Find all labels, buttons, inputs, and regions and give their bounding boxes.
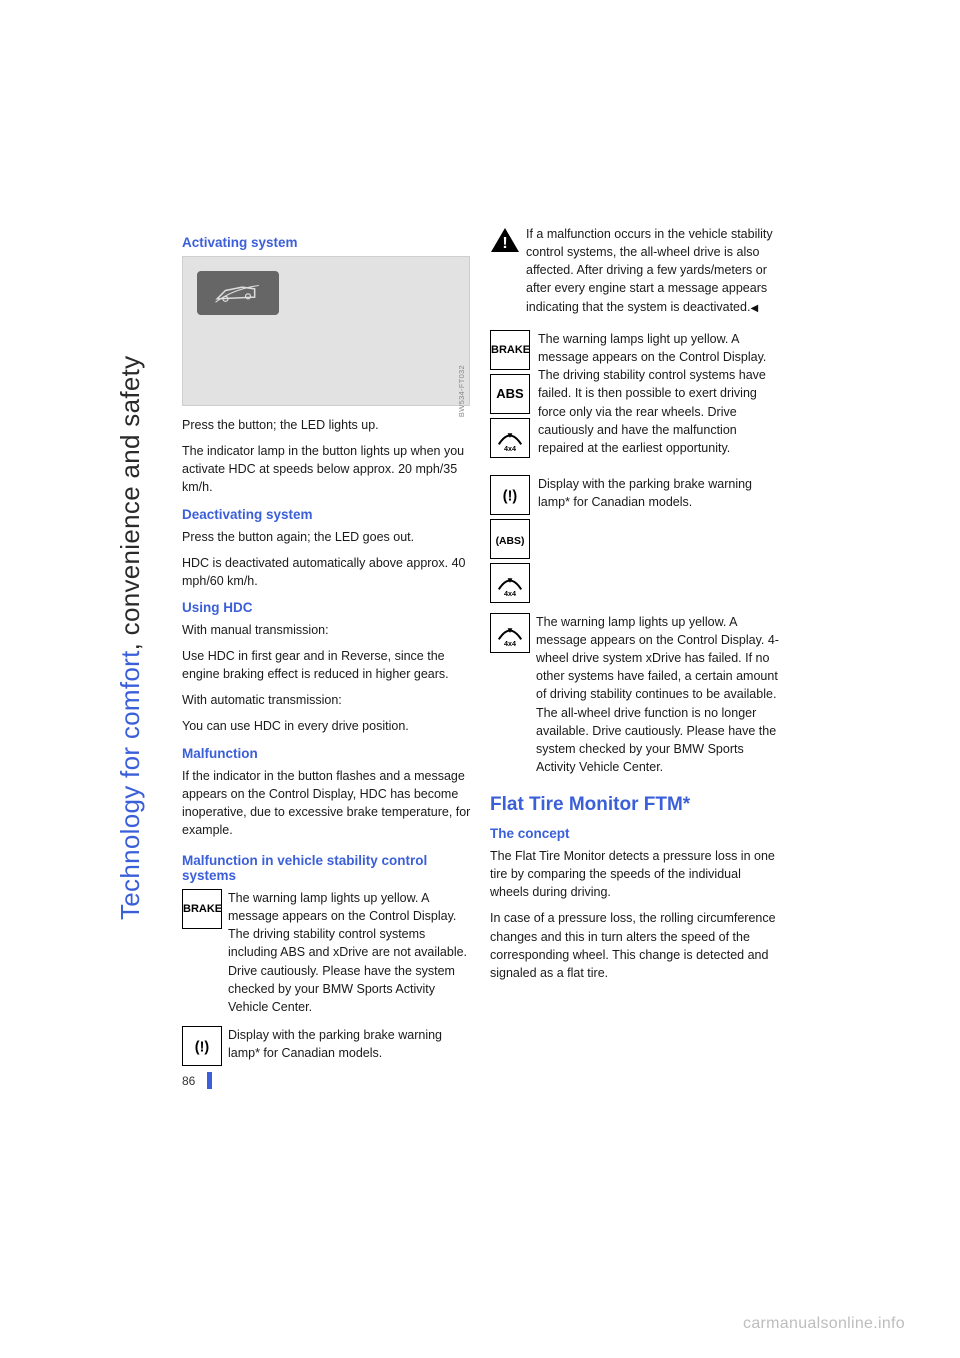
4x4-single-row: 4x4 The warning lamp lights up yellow. A…: [490, 613, 780, 776]
brake-icon-row-1: BRAKE The warning lamp lights up yellow.…: [182, 889, 472, 1016]
page-number-bar: [207, 1072, 212, 1089]
4x4-icon-2: 4x4: [490, 563, 530, 603]
brake-warning-text: The warning lamp lights up yellow. A mes…: [228, 889, 472, 1016]
para-manual-trans-label: With manual transmission:: [182, 621, 472, 639]
triple-icon-block-1: BRAKE ABS 4x4 The warning lamps light up…: [490, 330, 780, 465]
triple-icon-text-1: The warning lamps light up yellow. A mes…: [490, 330, 780, 457]
heading-activating: Activating system: [182, 235, 472, 250]
para-manual-trans-text: Use HDC in first gear and in Reverse, si…: [182, 647, 472, 683]
heading-ftm: Flat Tire Monitor FTM*: [490, 794, 780, 816]
4x4-icon-1: 4x4: [490, 418, 530, 458]
brake-exclaim-icon: (!): [182, 1026, 222, 1066]
triple-icon-block-2: (!) (ABS) 4x4 Display with the parking b…: [490, 475, 780, 603]
icon-stack-1: BRAKE ABS 4x4: [490, 330, 530, 458]
para-auto-trans-text: You can use HDC in every drive position.: [182, 717, 472, 735]
svg-text:!: !: [502, 235, 507, 252]
hdc-button-inset: [197, 271, 279, 315]
svg-text:4x4: 4x4: [504, 444, 516, 453]
4x4-icon-3: 4x4: [490, 613, 530, 653]
para-malfunction: If the indicator in the button flashes a…: [182, 767, 472, 840]
heading-using-hdc: Using HDC: [182, 600, 472, 615]
abs-paren-icon: (ABS): [490, 519, 530, 559]
image-code: BW534-FT032: [457, 365, 466, 417]
svg-text:(ABS): (ABS): [496, 536, 525, 547]
heading-malfunction: Malfunction: [182, 746, 472, 761]
4x4-warning-text: The warning lamp lights up yellow. A mes…: [536, 613, 780, 776]
sidebar-title-blue: Technology for comfort: [115, 650, 145, 920]
heading-deactivating: Deactivating system: [182, 507, 472, 522]
para-press-again: Press the button again; the LED goes out…: [182, 528, 472, 546]
left-column: Activating system BW534-FT032 Press the …: [182, 225, 472, 1074]
sidebar-section-title: Technology for comfort, convenience and …: [115, 356, 146, 920]
heading-concept: The concept: [490, 826, 780, 841]
hdc-button-photo: BW534-FT032: [182, 256, 470, 406]
svg-text:4x4: 4x4: [504, 639, 516, 648]
triple-icon-text-2: Display with the parking brake warning l…: [490, 475, 780, 511]
svg-text:4x4: 4x4: [504, 589, 516, 598]
warning-malfunction-text: If a malfunction occurs in the vehicle s…: [526, 225, 780, 316]
brake-canadian-text: Display with the parking brake warning l…: [228, 1026, 472, 1062]
ftm-para-2: In case of a pressure loss, the rolling …: [490, 909, 780, 982]
brake-icon-row-2: (!) Display with the parking brake warni…: [182, 1026, 472, 1070]
brake-exclaim-icon-2: (!): [490, 475, 530, 515]
warning-triangle-icon: !: [490, 227, 520, 253]
para-auto-trans-label: With automatic transmission:: [182, 691, 472, 709]
brake-icon-2: BRAKE: [490, 330, 530, 370]
icon-stack-2: (!) (ABS) 4x4: [490, 475, 530, 603]
ftm-para-1: The Flat Tire Monitor detects a pressure…: [490, 847, 780, 901]
brake-icon: BRAKE: [182, 889, 222, 929]
sidebar-title-black: , convenience and safety: [115, 356, 145, 651]
heading-stability-malfunction: Malfunction in vehicle stability control…: [182, 853, 472, 883]
svg-text:(!): (!): [503, 488, 518, 504]
para-indicator-lamp: The indicator lamp in the button lights …: [182, 442, 472, 496]
warning-triangle-row: ! If a malfunction occurs in the vehicle…: [490, 225, 780, 316]
svg-text:(!): (!): [195, 1039, 210, 1055]
page-number-block: 86: [182, 1072, 212, 1089]
hdc-car-icon: [213, 279, 263, 307]
abs-icon: ABS: [490, 374, 530, 414]
para-auto-deactivate: HDC is deactivated automatically above a…: [182, 554, 472, 590]
para-press-button: Press the button; the LED lights up.: [182, 416, 472, 434]
footer-watermark: carmanualsonline.info: [743, 1315, 905, 1333]
page-number: 86: [182, 1074, 195, 1088]
right-column: ! If a malfunction occurs in the vehicle…: [490, 225, 780, 990]
